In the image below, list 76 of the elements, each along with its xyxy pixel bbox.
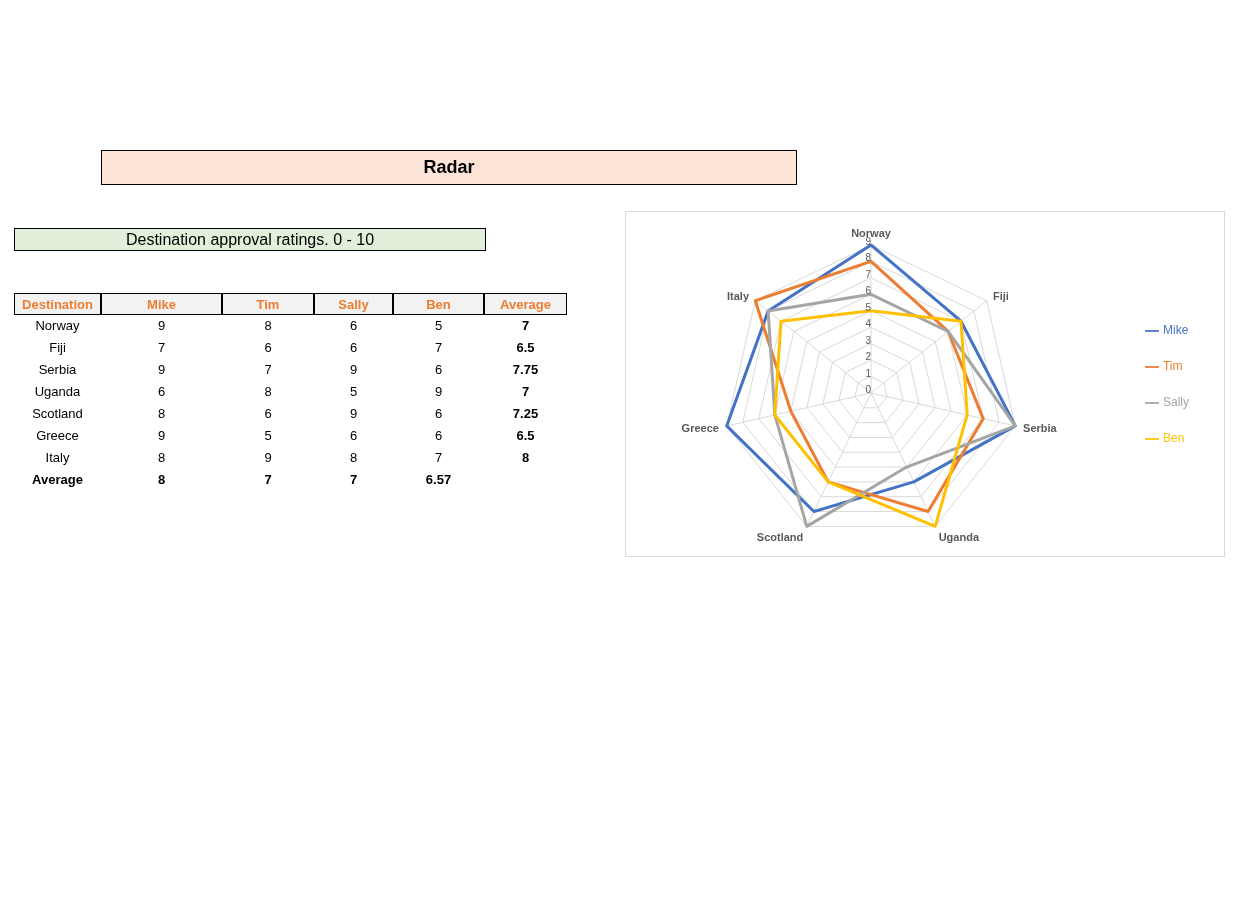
y-tick-label: 1 — [865, 367, 872, 379]
text: Average — [484, 293, 567, 315]
text: Radar — [101, 150, 797, 185]
y-tick-label: 0 — [865, 384, 872, 395]
text: Destination — [14, 293, 101, 315]
legend-label: Tim — [1162, 359, 1183, 373]
text: Fiji — [48, 339, 67, 357]
spoke-label: Italy — [727, 289, 750, 302]
text: Greece — [35, 427, 80, 445]
y-tick-label: 9 — [865, 236, 872, 247]
text: 8 — [156, 405, 167, 423]
y-tick-label: 3 — [865, 334, 872, 346]
text: 7.75 — [511, 361, 540, 379]
text: 7 — [263, 361, 273, 379]
y-tick-label: 2 — [865, 351, 872, 363]
y-tick-label: 8 — [865, 252, 872, 264]
text: 6 — [348, 339, 359, 357]
text: 9 — [433, 383, 444, 401]
spoke-label: Scotland — [756, 531, 804, 544]
text: 7 — [520, 317, 531, 335]
text: Norway — [34, 317, 81, 335]
text: 8 — [156, 449, 167, 467]
text: 8 — [520, 449, 531, 467]
legend-label: Mike — [1162, 323, 1189, 337]
text: 6 — [263, 339, 273, 357]
spoke-label: Greece — [681, 421, 719, 434]
text: 6.5 — [515, 339, 536, 357]
text: 6 — [433, 405, 444, 423]
spoke-label: Serbia — [1023, 421, 1058, 434]
text: 7 — [156, 339, 167, 357]
y-tick-label: 4 — [865, 318, 872, 330]
text: Uganda — [33, 383, 82, 401]
text: 6 — [348, 317, 359, 335]
text: 5 — [263, 427, 273, 445]
text: Tim — [222, 293, 314, 315]
text: 5 — [348, 383, 359, 401]
text: Mike — [101, 293, 222, 315]
text: Serbia — [37, 361, 78, 379]
y-tick-label: 6 — [865, 285, 872, 297]
text: 6 — [433, 427, 444, 445]
text: 6 — [263, 405, 273, 423]
text: 6.57 — [424, 471, 453, 489]
text: 6 — [433, 361, 444, 379]
text: 8 — [263, 383, 273, 401]
text: 9 — [348, 361, 359, 379]
legend-label: Ben — [1162, 431, 1185, 445]
text: 7 — [433, 449, 444, 467]
text: Italy — [44, 449, 71, 467]
text: 5 — [433, 317, 444, 335]
text: 6 — [348, 427, 359, 445]
spoke-label: Norway — [851, 227, 892, 239]
legend-label: Sally — [1162, 395, 1189, 409]
text: Average — [31, 471, 84, 489]
text: 7 — [433, 339, 444, 357]
text: Destination approval ratings. 0 - 10 — [14, 228, 486, 251]
text: Sally — [314, 293, 393, 315]
y-tick-label: 5 — [865, 301, 872, 313]
spoke-label: Fiji — [992, 289, 1009, 302]
text: Ben — [393, 293, 484, 315]
text: 8 — [348, 449, 359, 467]
text: 7 — [263, 471, 273, 489]
text: 9 — [156, 361, 167, 379]
text: 9 — [348, 405, 359, 423]
text: 9 — [263, 449, 273, 467]
text: 9 — [156, 427, 167, 445]
text: 7 — [348, 471, 359, 489]
text: 8 — [156, 471, 167, 489]
spoke-label: Uganda — [938, 531, 980, 544]
text: 7 — [520, 383, 531, 401]
text: Scotland — [31, 405, 84, 423]
text: 6 — [156, 383, 167, 401]
text: 8 — [263, 317, 273, 335]
y-tick-label: 7 — [865, 268, 872, 280]
text: 7.25 — [511, 405, 540, 423]
text: 6.5 — [515, 427, 536, 445]
text: 9 — [156, 317, 167, 335]
